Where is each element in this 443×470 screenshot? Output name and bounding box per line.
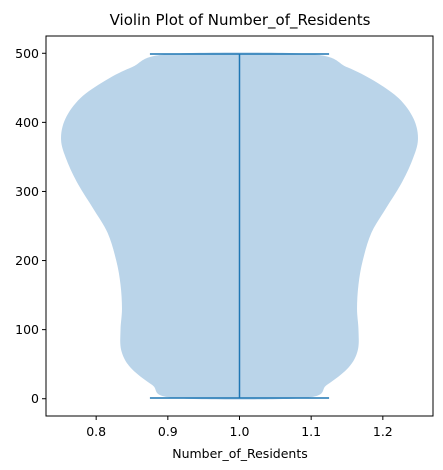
y-axis: 0 100 200 300 400 500 <box>15 46 46 406</box>
x-tick-label: 0.8 <box>86 424 106 439</box>
y-tick-label: 400 <box>15 115 39 130</box>
y-tick-label: 500 <box>15 46 39 61</box>
y-tick-label: 300 <box>15 184 39 199</box>
x-axis-label: Number_of_Residents <box>172 446 308 461</box>
x-tick-label: 1.1 <box>301 424 321 439</box>
plot-area <box>61 52 418 400</box>
chart-title: Violin Plot of Number_of_Residents <box>110 11 371 30</box>
x-axis: 0.8 0.9 1.0 1.1 1.2 <box>86 416 393 439</box>
axes-frame <box>45 35 434 417</box>
y-tick-label: 200 <box>15 253 39 268</box>
x-tick-label: 1.2 <box>373 424 393 439</box>
y-tick-label: 100 <box>15 322 39 337</box>
y-tick-label: 0 <box>31 391 39 406</box>
x-tick-label: 1.0 <box>230 424 250 439</box>
x-tick-label: 0.9 <box>158 424 178 439</box>
